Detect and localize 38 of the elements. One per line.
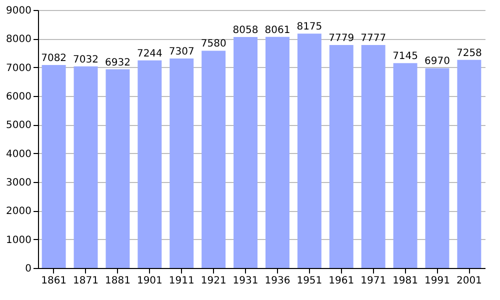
data-label: 7258 — [456, 48, 482, 59]
y-tick-label: 2000 — [6, 206, 32, 218]
x-tick-label: 1931 — [232, 276, 258, 286]
x-tick-label: 1981 — [392, 276, 418, 286]
x-tick-label: 2001 — [456, 276, 482, 286]
data-label: 6970 — [424, 56, 450, 68]
data-label: 7244 — [136, 48, 162, 60]
data-label: 7777 — [360, 33, 386, 44]
data-label: 7580 — [200, 38, 226, 50]
y-tick-label: 4000 — [6, 148, 32, 160]
x-tick-label: 1911 — [168, 276, 194, 286]
data-label: 6932 — [104, 57, 130, 68]
y-tick-label: 3000 — [6, 178, 32, 188]
data-label: 8058 — [232, 25, 258, 36]
x-tick-label: 1921 — [200, 276, 226, 286]
x-tick-label: 1971 — [360, 276, 386, 286]
data-label: 7032 — [73, 54, 98, 66]
data-label: 8175 — [296, 22, 322, 33]
x-tick-label: 1871 — [73, 276, 98, 286]
x-tick-label: 1901 — [136, 276, 162, 286]
y-tick-label: 1000 — [6, 234, 32, 246]
data-label: 7145 — [392, 51, 418, 62]
x-tick-label: 1951 — [296, 276, 322, 286]
y-tick-label: 7000 — [6, 62, 32, 74]
y-tick-label: 6000 — [6, 92, 32, 102]
data-label: 8061 — [264, 24, 290, 36]
data-label: 7779 — [328, 33, 354, 44]
y-tick-label: 8000 — [6, 34, 32, 46]
x-tick-label: 1861 — [41, 276, 67, 286]
y-tick-label: 0 — [25, 264, 32, 274]
y-tick-label: 9000 — [6, 6, 32, 16]
y-tick-label: 5000 — [6, 120, 32, 132]
x-tick-label: 1991 — [424, 276, 450, 286]
data-label: 7307 — [168, 46, 194, 58]
x-tick-label: 1881 — [104, 276, 130, 286]
x-tick-label: 1936 — [264, 276, 290, 286]
data-label: 7082 — [41, 52, 67, 64]
x-tick-label: 1961 — [328, 276, 354, 286]
